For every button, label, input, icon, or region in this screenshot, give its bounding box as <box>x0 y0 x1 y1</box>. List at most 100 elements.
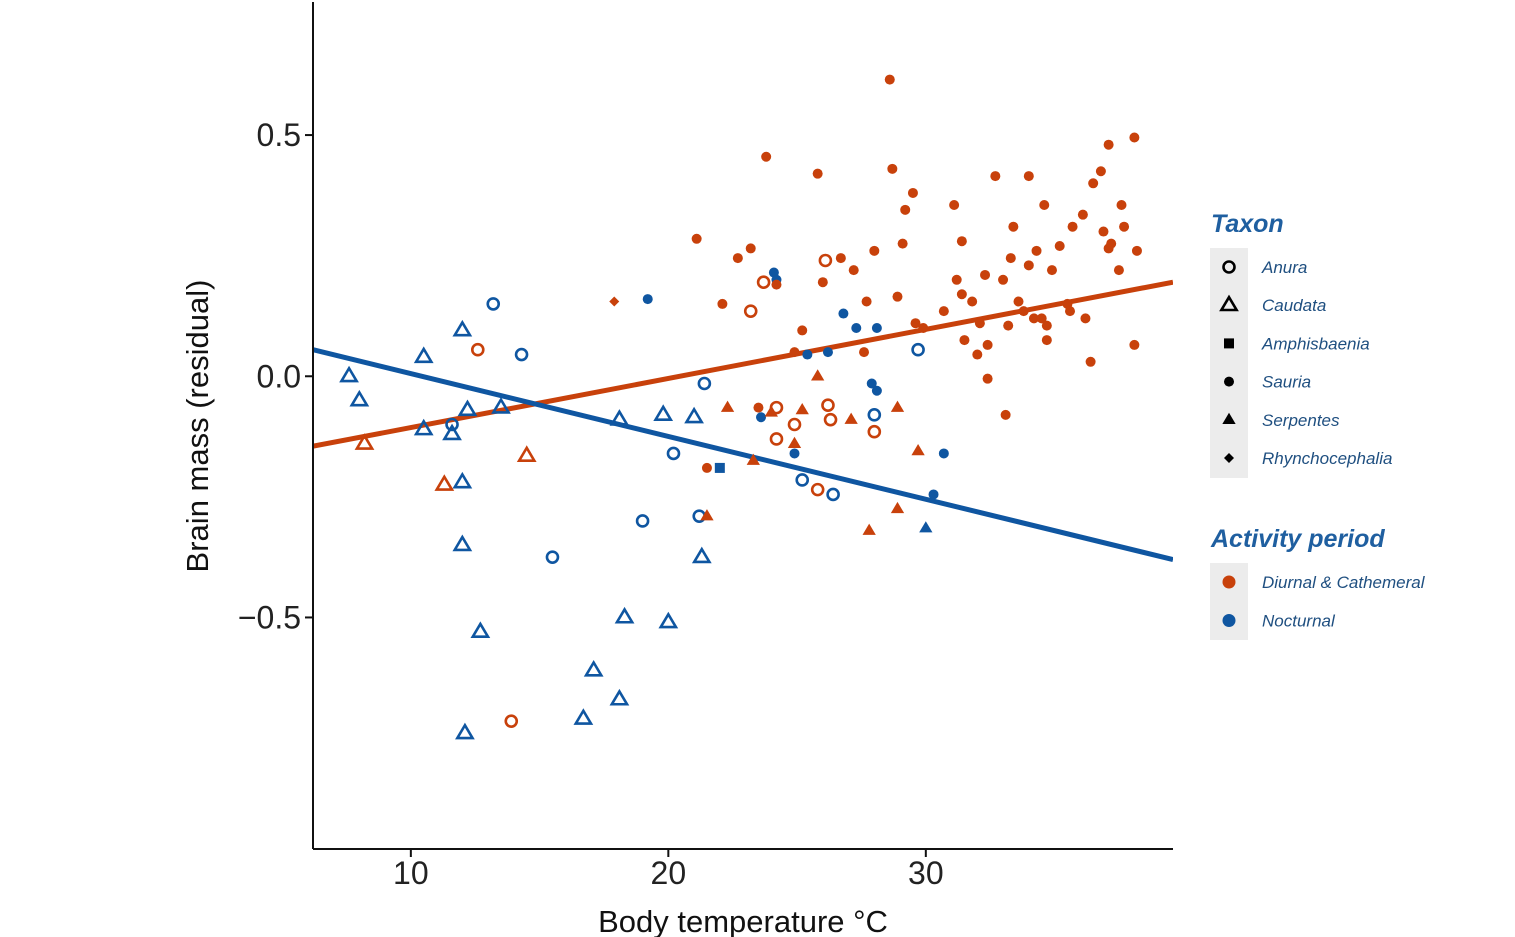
data-point-sauria <box>884 74 895 85</box>
data-point-serpentes <box>746 453 760 465</box>
data-point-sauria <box>990 171 1001 182</box>
data-point-anura <box>795 473 810 487</box>
data-point-sauria <box>982 339 993 350</box>
legend-key-amphisbaenia <box>1224 338 1234 349</box>
data-point-sauria <box>928 489 939 500</box>
legend-label-nocturnal: Nocturnal <box>1262 612 1336 631</box>
data-point-sauria <box>789 448 800 459</box>
legend-key-anura <box>1222 260 1236 274</box>
data-point-sauria <box>1008 221 1019 232</box>
data-point-anura <box>445 417 459 432</box>
data-point-sauria <box>1036 313 1047 324</box>
data-point-sauria <box>1041 320 1052 331</box>
series-sauria-nocturnal <box>642 267 949 500</box>
data-point-sauria <box>812 168 823 179</box>
series-caudata-diurnal <box>354 433 537 491</box>
data-point-serpentes <box>720 400 735 412</box>
data-point-serpentes <box>811 369 825 381</box>
legend-key-diurnal <box>1222 575 1236 589</box>
data-point-sauria <box>938 306 949 317</box>
data-point-sauria <box>732 253 743 264</box>
data-point-sauria <box>871 323 882 334</box>
data-point-sauria <box>753 402 764 413</box>
series-amphisbaenia-nocturnal <box>714 462 725 473</box>
data-point-anura <box>821 398 835 413</box>
data-point-sauria <box>802 349 813 360</box>
data-point-sauria <box>918 323 929 334</box>
data-point-sauria <box>822 347 833 358</box>
trend-lines <box>313 279 1173 562</box>
x-axis-title: Body temperature °C <box>598 904 888 937</box>
data-point-anura <box>514 347 529 362</box>
data-point-sauria <box>642 294 653 305</box>
data-point-sauria <box>761 151 772 162</box>
data-point-sauria <box>1116 200 1127 211</box>
series-caudata-nocturnal <box>339 319 712 740</box>
data-point-serpentes <box>787 436 802 448</box>
series-anura-nocturnal <box>445 297 925 564</box>
data-point-serpentes <box>890 400 905 412</box>
data-point-caudata <box>354 433 375 450</box>
data-point-serpentes <box>844 412 858 424</box>
data-point-caudata <box>653 404 674 421</box>
data-point-sauria <box>959 335 970 346</box>
data-point-caudata <box>339 365 359 383</box>
data-point-sauria <box>1129 132 1140 143</box>
legend-activity-items: Diurnal & Cathemeral Nocturnal <box>1222 573 1426 631</box>
data-point-sauria <box>1077 209 1088 220</box>
data-point-sauria <box>1031 245 1042 256</box>
data-point-anura <box>787 417 802 432</box>
data-point-sauria <box>717 298 728 309</box>
data-point-sauria <box>1023 171 1034 182</box>
data-point-anura <box>911 342 925 357</box>
data-point-sauria <box>1103 139 1114 150</box>
data-point-caudata <box>413 418 434 436</box>
legend-taxon-title: Taxon <box>1211 210 1284 238</box>
data-point-sauria <box>900 204 911 215</box>
data-point-sauria <box>866 378 877 389</box>
data-point-sauria <box>771 279 782 290</box>
data-point-sauria <box>998 274 1009 285</box>
legend-label-anura: Anura <box>1261 258 1307 277</box>
data-point-sauria <box>938 448 949 459</box>
data-point-sauria <box>1088 178 1099 189</box>
data-point-anura <box>867 408 882 422</box>
data-point-caudata <box>491 397 511 414</box>
data-point-sauria <box>851 323 862 334</box>
series-anura-diurnal <box>470 253 882 728</box>
data-point-anura <box>810 482 825 497</box>
data-point-anura <box>486 297 501 311</box>
data-point-anura <box>504 714 519 728</box>
data-point-amphisbaenia <box>714 462 725 473</box>
data-point-caudata <box>457 399 478 417</box>
x-tick-label: 10 <box>393 855 429 891</box>
data-point-sauria <box>797 325 808 336</box>
y-tick-label: 0.5 <box>257 117 301 153</box>
legend-label-caudata: Caudata <box>1262 296 1326 315</box>
data-point-caudata <box>452 471 473 489</box>
data-point-sauria <box>1039 200 1050 211</box>
legend-activity-title: Activity period <box>1210 525 1385 553</box>
data-point-caudata <box>516 445 537 462</box>
data-point-caudata <box>452 319 473 337</box>
legend-key-caudata <box>1219 294 1239 312</box>
data-point-sauria <box>1113 265 1124 276</box>
data-point-caudata <box>614 606 635 624</box>
data-point-anura <box>743 304 758 318</box>
data-point-sauria <box>1131 245 1142 256</box>
data-point-anura <box>756 275 771 289</box>
data-point-serpentes <box>919 521 933 533</box>
data-point-caudata <box>452 534 473 552</box>
legend: Taxon Anura Caudata Amphisbaenia Sauria Serp… <box>1210 210 1426 640</box>
data-point-caudata <box>658 611 679 629</box>
data-point-sauria <box>887 163 898 174</box>
data-point-sauria <box>1095 166 1106 177</box>
data-point-sauria <box>907 187 918 198</box>
data-point-sauria <box>1065 306 1076 317</box>
data-point-caudata <box>609 409 630 426</box>
data-point-serpentes <box>700 509 714 521</box>
x-tick-label: 30 <box>908 855 944 891</box>
x-axis-ticks: 10 20 30 <box>393 849 944 891</box>
legend-label-sauria: Sauria <box>1262 373 1311 392</box>
